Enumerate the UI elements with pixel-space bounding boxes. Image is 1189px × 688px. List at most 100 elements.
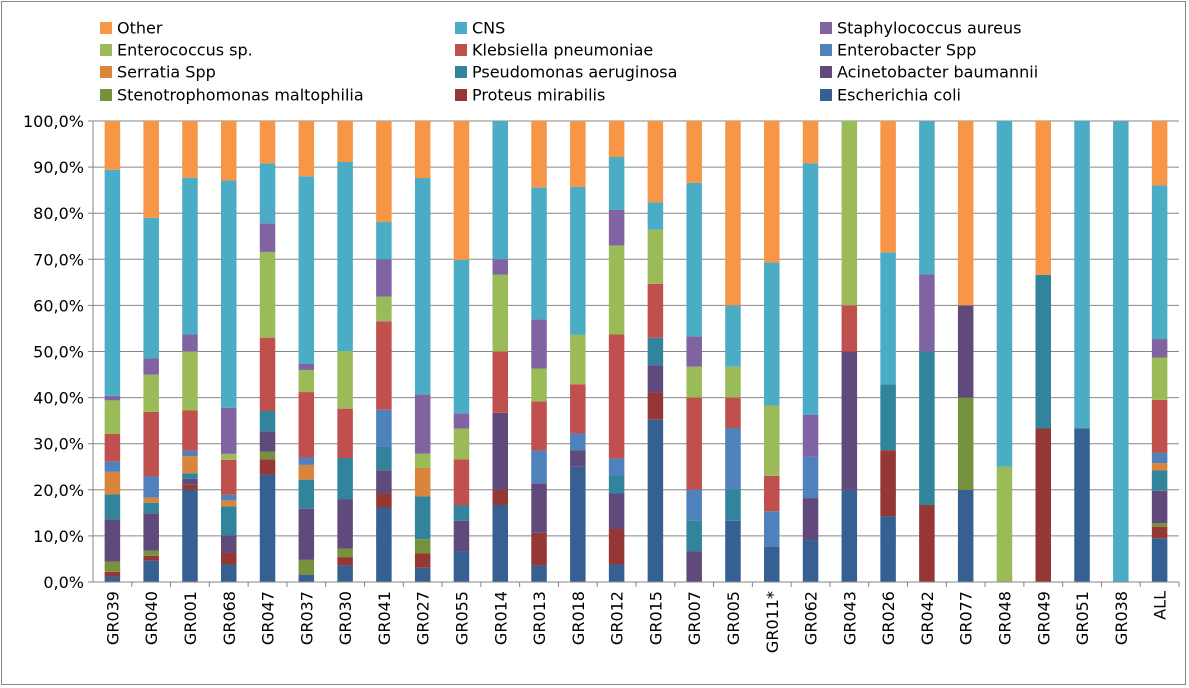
bar-segment-acinetobacter-baumannii xyxy=(104,519,121,562)
bar-segment-serratia-spp xyxy=(298,464,315,480)
legend-item-pseudomonas-aeruginosa: Pseudomonas aeruginosa xyxy=(455,63,677,82)
bar-segment-cns xyxy=(802,163,819,415)
bar-stack-gr007 xyxy=(686,121,702,582)
legend-item-staphylococcus-aureus: Staphylococcus aureus xyxy=(820,19,1021,38)
bar-segment-serratia-spp xyxy=(414,467,431,497)
x-tick-label: GR077 xyxy=(957,591,976,645)
bar-segment-enterococcus-sp xyxy=(608,245,625,335)
bar-segment-serratia-spp xyxy=(182,456,198,474)
bar-segment-staphylococcus-aureus xyxy=(1151,339,1168,358)
bar-segment-pseudomonas-aeruginosa xyxy=(182,473,198,479)
x-tick-label: GR039 xyxy=(103,591,122,645)
bar-segment-escherichia-coli xyxy=(1074,428,1090,582)
legend-swatch xyxy=(100,66,112,78)
bar-segment-acinetobacter-baumannii xyxy=(957,305,974,398)
x-tick-label: GR015 xyxy=(646,591,665,645)
legend-swatch xyxy=(100,89,112,101)
bar-stack-gr026 xyxy=(880,121,896,582)
bar-segment-enterococcus-sp xyxy=(841,121,858,306)
bar-segment-cns xyxy=(104,169,121,396)
x-tick-label: GR040 xyxy=(142,591,161,645)
x-tick-label: GR037 xyxy=(297,591,316,645)
legend-label: Stenotrophomonas maltophilia xyxy=(117,86,364,105)
bar-segment-cns xyxy=(453,259,470,414)
bar-stack-gr018 xyxy=(570,121,586,582)
bar-segment-escherichia-coli xyxy=(608,564,625,582)
bar-segment-escherichia-coli xyxy=(492,505,509,582)
bar-stack-gr030 xyxy=(337,121,353,582)
bar-stack-gr049 xyxy=(1035,121,1052,582)
bar-segment-klebsiella-pneumoniae xyxy=(298,392,315,458)
legend-label: Serratia Spp xyxy=(117,63,216,82)
x-tick-label: GR055 xyxy=(452,591,471,645)
bar-segment-klebsiella-pneumoniae xyxy=(220,459,237,495)
bar-segment-klebsiella-pneumoniae xyxy=(725,397,741,429)
bar-segment-enterobacter-spp xyxy=(725,428,741,490)
bar-stack-gr001 xyxy=(182,121,198,582)
bar-segment-escherichia-coli xyxy=(957,489,974,582)
y-tick-label: 90,0% xyxy=(33,158,84,177)
bar-segment-enterococcus-sp xyxy=(182,351,198,411)
bar-segment-cns xyxy=(1151,185,1168,340)
bar-stack-gr051 xyxy=(1074,121,1090,582)
bar-segment-escherichia-coli xyxy=(337,565,353,582)
bar-segment-klebsiella-pneumoniae xyxy=(570,384,586,434)
y-tick-label: 40,0% xyxy=(33,389,84,408)
x-tick-label: GR013 xyxy=(530,591,549,645)
legend-label: Staphylococcus aureus xyxy=(837,19,1021,38)
bar-segment-acinetobacter-baumannii xyxy=(182,478,198,485)
x-tick-label: GR047 xyxy=(259,591,278,645)
bar-stack-gr012 xyxy=(608,121,625,582)
bar-segment-stenotrophomonas-maltophilia xyxy=(337,548,353,558)
legend-label: Pseudomonas aeruginosa xyxy=(472,63,677,82)
y-tick-label: 60,0% xyxy=(33,296,84,315)
bar-segment-proteus-mirabilis xyxy=(414,553,431,568)
bar-segment-enterococcus-sp xyxy=(570,334,586,385)
legend-item-enterobacter-spp: Enterobacter Spp xyxy=(820,41,976,60)
y-tick-label: 50,0% xyxy=(33,343,84,362)
bar-stack-gr014 xyxy=(492,121,509,582)
bar-segment-cns xyxy=(143,217,159,359)
bar-segment-other xyxy=(1151,121,1168,186)
bar-segment-escherichia-coli xyxy=(298,574,315,582)
bar-segment-cns xyxy=(259,163,276,224)
x-tick-label: GR001 xyxy=(181,591,200,645)
bar-segment-staphylococcus-aureus xyxy=(802,414,819,457)
bar-segment-stenotrophomonas-maltophilia xyxy=(259,451,276,460)
x-tick-label: GR030 xyxy=(336,591,355,645)
bar-segment-acinetobacter-baumannii xyxy=(608,493,625,529)
bar-stack-gr015 xyxy=(647,121,664,582)
bar-segment-enterobacter-spp xyxy=(1151,452,1168,464)
x-tick-label: ALL xyxy=(1151,591,1170,620)
x-tick-label: GR068 xyxy=(220,591,239,645)
x-tick-label: GR027 xyxy=(414,591,433,645)
bar-segment-enterococcus-sp xyxy=(220,453,237,460)
bar-segment-enterobacter-spp xyxy=(298,457,315,465)
legend-swatch xyxy=(455,89,467,101)
legend-item-cns: CNS xyxy=(455,19,505,38)
bar-segment-enterococcus-sp xyxy=(492,274,509,352)
bar-segment-enterococcus-sp xyxy=(996,466,1013,582)
bar-segment-klebsiella-pneumoniae xyxy=(608,334,625,459)
bar-segment-enterobacter-spp xyxy=(182,450,198,457)
bar-segment-enterococcus-sp xyxy=(104,400,121,435)
bar-stack-gr047 xyxy=(259,121,276,582)
bar-segment-enterobacter-spp xyxy=(802,456,819,499)
bar-stack-gr037 xyxy=(298,121,315,582)
legend-item-stenotrophomonas-maltophilia: Stenotrophomonas maltophilia xyxy=(100,86,364,105)
bar-segment-serratia-spp xyxy=(1151,463,1168,471)
bar-segment-klebsiella-pneumoniae xyxy=(376,321,392,410)
bar-segment-other xyxy=(414,121,431,179)
bar-segment-stenotrophomonas-maltophilia xyxy=(143,550,159,556)
bar-segment-acinetobacter-baumannii xyxy=(531,483,547,533)
bar-segment-enterococcus-sp xyxy=(763,405,780,476)
bar-segment-proteus-mirabilis xyxy=(880,450,896,517)
bar-segment-escherichia-coli xyxy=(143,560,159,582)
legend-swatch xyxy=(455,44,467,56)
bar-segment-proteus-mirabilis xyxy=(376,493,392,508)
bar-segment-serratia-spp xyxy=(104,471,121,495)
bar-segment-cns xyxy=(531,187,547,320)
bar-segment-proteus-mirabilis xyxy=(647,392,664,420)
legend-label: Enterococcus sp. xyxy=(117,41,253,60)
